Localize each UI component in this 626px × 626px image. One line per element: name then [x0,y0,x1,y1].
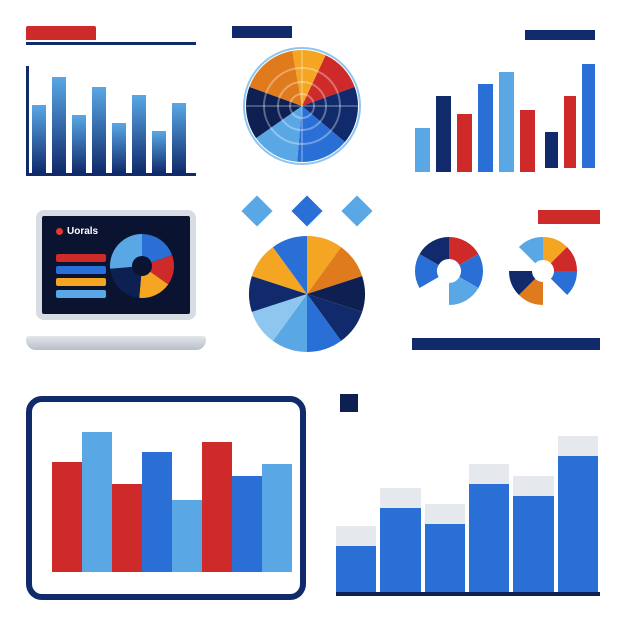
legend-swatch [56,278,106,286]
laptop-legend [56,254,106,302]
bar-group [52,432,112,572]
bar [499,72,514,172]
bar [232,476,262,572]
bar [112,123,126,173]
record-dot-icon [56,228,63,235]
bar-column [558,436,600,596]
donut-pie-a [412,234,486,308]
bar [142,452,172,572]
pie-svg [232,26,372,176]
stepped-bar-chart [336,396,600,596]
laptop-title: Uorals [56,226,98,237]
bar [520,110,535,172]
bar [72,115,86,173]
bar [82,432,112,572]
bar-column [336,526,378,596]
bar-cap [558,436,598,456]
bar [32,105,46,173]
bar [202,442,232,572]
bar-group [232,464,292,572]
bar-group [172,442,232,572]
bar-cap [513,476,553,496]
bar [415,128,430,172]
laptop-dashboard: Uorals [26,210,206,350]
bar [112,484,142,572]
x-axis [336,592,600,596]
diamond-marker-icon [341,195,372,226]
bar-group-right [545,56,595,168]
bar [436,96,451,172]
bar [582,64,595,168]
pie-svg [247,234,367,354]
bar-group [112,452,172,572]
mini-bar-panel [415,26,595,176]
bar-column [513,476,555,596]
bar [52,462,82,572]
bar-cap [469,464,509,484]
bar-cap [380,488,420,508]
diamond-marker-icon [241,195,272,226]
chart-tag [538,210,600,224]
bar-groups [52,426,280,572]
bar [132,95,146,173]
bar [478,84,493,172]
tablet-bar-chart [26,396,306,600]
bar [92,87,106,173]
bar-group [32,63,196,173]
legend-swatch [56,290,106,298]
donut-pie-b [506,234,580,308]
bar-column [425,504,467,596]
bar [152,131,166,173]
legend-swatch [56,254,106,262]
bar-column [380,488,422,596]
chart-tag [525,30,595,40]
tablet-frame [26,396,306,600]
chart-tag [26,26,96,40]
bar [457,114,472,172]
laptop-screen: Uorals [36,210,196,320]
bar [172,103,186,173]
laptop-title-text: Uorals [67,226,98,237]
bar-cap [336,526,376,546]
bar [558,436,598,596]
pie-row [412,234,580,308]
diamond-markers [232,200,382,234]
bar-plot [336,416,600,596]
diamond-marker-icon [291,195,322,226]
bar [564,96,577,168]
bar-chart-ascending [26,26,196,176]
bar-cap [425,504,465,524]
laptop-pie [106,230,178,302]
legend-swatch [56,266,106,274]
bar-group-left [415,52,535,172]
square-marker-icon [336,390,362,416]
bar [52,77,66,173]
pie-target-chart [232,26,372,166]
bar [545,132,558,168]
small-pies-panel [412,210,600,370]
bar [262,464,292,572]
color-wheel-pie [232,200,382,360]
bar-column [469,464,511,596]
divider-bar [412,338,600,350]
chart-underline [26,42,196,45]
laptop-base [26,336,206,350]
bar [172,500,202,572]
